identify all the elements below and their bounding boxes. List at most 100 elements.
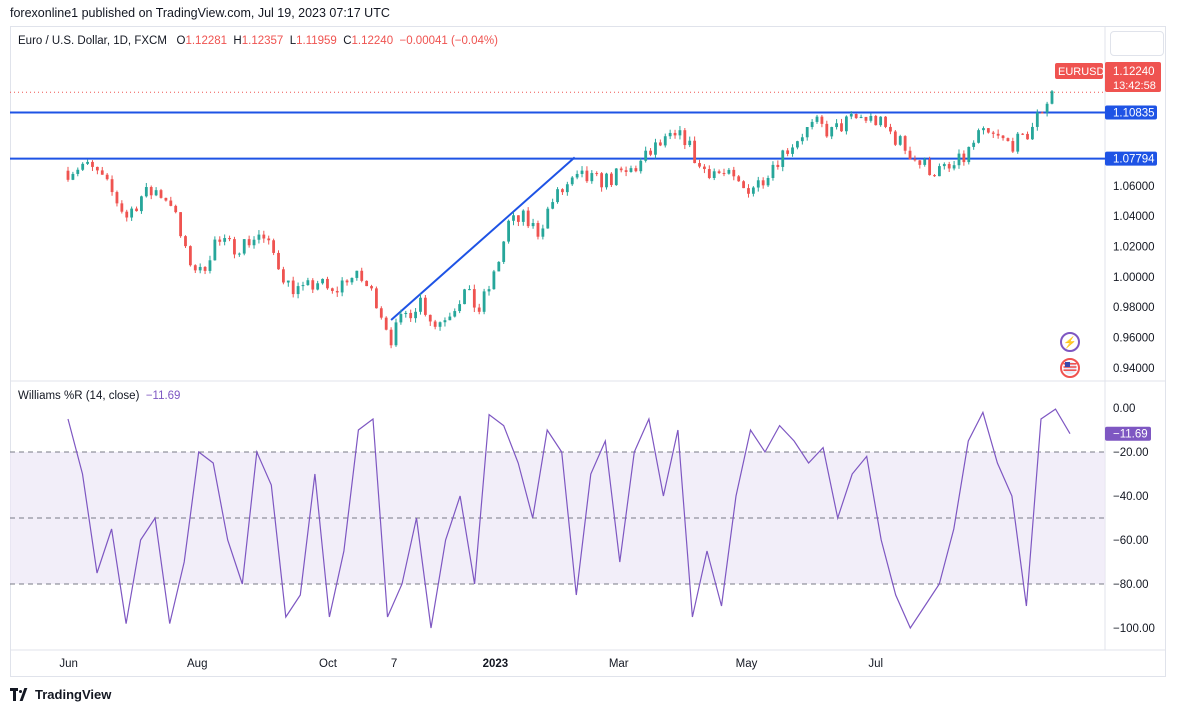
tradingview-logo[interactable]: TradingView xyxy=(10,687,111,702)
candle-body xyxy=(830,127,834,137)
candle-body xyxy=(991,132,995,134)
candle-body xyxy=(938,166,941,177)
candle-body xyxy=(306,280,310,286)
candle-body xyxy=(815,116,819,122)
candle-body xyxy=(732,169,736,177)
candle-body xyxy=(477,307,481,312)
candle-body xyxy=(996,133,1000,136)
candle-body xyxy=(144,187,148,197)
candle-body xyxy=(448,316,452,321)
candle-body xyxy=(370,286,373,289)
candle-body xyxy=(800,137,804,142)
publish-header: forexonline1 published on TradingView.co… xyxy=(10,6,390,20)
candle-body xyxy=(658,142,662,146)
candle-body xyxy=(977,130,980,143)
change-value: −0.00041 (−0.04%) xyxy=(399,35,498,47)
candle-body xyxy=(105,174,109,180)
candle-body xyxy=(810,121,814,128)
candle-body xyxy=(913,159,917,161)
wr-line xyxy=(67,408,1071,630)
candle-body xyxy=(771,164,775,178)
candle-body xyxy=(404,312,408,315)
indicator-name: Williams %R (14, close) xyxy=(18,390,140,402)
candle-body xyxy=(453,311,457,317)
candle-body xyxy=(335,290,339,293)
candle-body xyxy=(188,246,192,266)
candle-body xyxy=(409,312,413,319)
time-tick-label-4: 2023 xyxy=(483,658,509,670)
candle-body xyxy=(761,180,765,186)
candle-body xyxy=(482,291,486,312)
candle-body xyxy=(786,150,790,154)
candle-body xyxy=(169,200,173,206)
candle-body xyxy=(355,270,359,278)
time-tick-label-6: May xyxy=(736,658,758,670)
candle-body xyxy=(859,116,863,119)
candle-body xyxy=(282,269,285,283)
candle-body xyxy=(747,188,750,194)
candle-body xyxy=(1045,103,1049,113)
candle-body xyxy=(889,126,892,132)
wr-value-tag-label: −11.69 xyxy=(1113,429,1148,441)
price-tick-label-3: 1.00000 xyxy=(1113,272,1155,284)
candle-body xyxy=(223,238,227,242)
us-flag-icon[interactable] xyxy=(1060,358,1080,378)
candle-body xyxy=(100,170,104,175)
candle-body xyxy=(546,208,550,229)
candle-body xyxy=(262,234,266,239)
horizontal-line-tag-label-0: 1.10835 xyxy=(1113,108,1155,120)
candle-body xyxy=(428,314,432,322)
candle-body xyxy=(492,271,496,290)
candle-body xyxy=(854,114,858,119)
horizontal-line-tag-1 xyxy=(1105,151,1157,166)
toolbar-button[interactable] xyxy=(1110,31,1164,56)
candle-body xyxy=(91,161,94,167)
candle-body xyxy=(135,208,138,212)
candle-body xyxy=(130,208,134,218)
candle-body xyxy=(414,311,417,319)
candle-body xyxy=(66,170,70,180)
candle-body xyxy=(272,240,276,253)
candle-body xyxy=(986,128,990,133)
horizontal-line-tag-label-1: 1.07794 xyxy=(1113,154,1155,166)
candle-body xyxy=(649,150,652,155)
price-tag xyxy=(1105,62,1161,92)
candle-body xyxy=(575,173,579,178)
candle-body xyxy=(928,159,932,176)
candle-body xyxy=(330,288,334,291)
candle-body xyxy=(1026,133,1029,140)
candle-body xyxy=(918,160,922,165)
candles-group xyxy=(66,90,1054,349)
candle-body xyxy=(291,280,295,295)
flag-graphic xyxy=(1063,361,1077,375)
candle-body xyxy=(712,171,716,178)
open-value: 1.12281 xyxy=(185,35,228,47)
chart-frame xyxy=(10,26,1166,677)
candle-body xyxy=(502,241,506,262)
time-tick-label-2: Oct xyxy=(319,658,338,670)
lightning-icon[interactable]: ⚡ xyxy=(1060,332,1080,352)
candle-body xyxy=(468,289,471,291)
wr-tick-label-3: −60.00 xyxy=(1113,535,1149,547)
candle-body xyxy=(71,173,75,180)
candle-body xyxy=(551,202,555,209)
candle-body xyxy=(443,320,447,323)
candle-body xyxy=(184,236,187,247)
time-tick-label-3: 7 xyxy=(391,658,397,670)
indicator-legend: Williams %R (14, close) −11.69 xyxy=(18,390,180,402)
candle-body xyxy=(688,140,692,146)
candle-body xyxy=(903,136,907,151)
candle-body xyxy=(874,115,878,126)
candle-body xyxy=(683,130,687,146)
candle-body xyxy=(179,212,182,237)
candle-body xyxy=(737,176,741,182)
candle-body xyxy=(301,285,305,287)
candle-body xyxy=(541,228,545,237)
candle-body xyxy=(600,173,604,188)
candle-body xyxy=(698,163,701,167)
candle-body xyxy=(193,265,197,271)
candle-body xyxy=(1050,91,1054,104)
candle-body xyxy=(727,169,731,174)
price-tick-label-0: 1.06000 xyxy=(1113,181,1155,193)
